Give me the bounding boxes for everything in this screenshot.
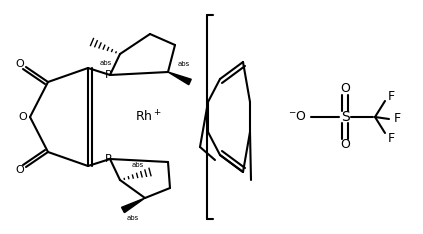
Text: S: S [341,110,349,124]
Text: abs: abs [127,215,139,221]
Polygon shape [121,198,145,213]
Text: abs: abs [100,60,112,66]
Text: O: O [19,112,27,122]
Text: O: O [340,139,350,151]
Text: O: O [16,59,25,69]
Text: abs: abs [178,61,190,67]
Polygon shape [168,72,191,85]
Text: F: F [387,91,395,103]
Text: P: P [104,70,111,80]
Text: F: F [387,132,395,146]
Text: O: O [340,83,350,95]
Text: $^{-}$O: $^{-}$O [288,110,307,124]
Text: P: P [104,154,111,164]
Text: Rh$^+$: Rh$^+$ [135,109,162,125]
Text: F: F [393,113,401,125]
Text: O: O [16,165,25,175]
Text: abs: abs [132,162,144,168]
